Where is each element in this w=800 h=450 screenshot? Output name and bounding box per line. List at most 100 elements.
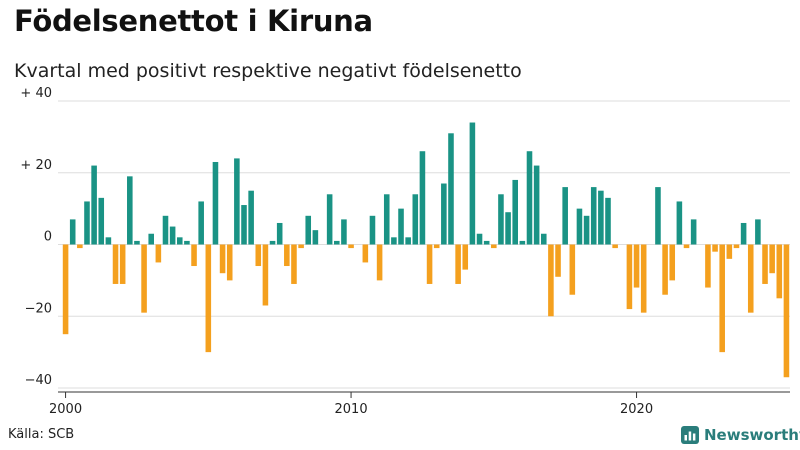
bar — [605, 197, 611, 245]
bar — [590, 187, 597, 245]
bar — [655, 187, 661, 245]
bars — [62, 122, 790, 378]
bar — [491, 244, 497, 249]
bar — [369, 215, 376, 245]
bar — [498, 194, 504, 245]
bar — [334, 240, 340, 245]
bar — [219, 244, 226, 274]
bar — [291, 244, 297, 284]
bar — [412, 194, 419, 245]
bar — [548, 244, 554, 317]
bar — [262, 244, 269, 306]
bar — [669, 244, 676, 281]
bar — [405, 237, 411, 245]
x-tick-label: 2000 — [49, 402, 82, 417]
y-tick-label: −40 — [25, 373, 52, 388]
bar — [483, 240, 490, 245]
bar — [762, 244, 768, 284]
bar — [583, 215, 590, 245]
bar — [476, 233, 483, 245]
bar — [148, 233, 154, 245]
y-tick-label: 0 — [44, 230, 52, 245]
bar — [519, 240, 526, 245]
bar — [305, 215, 312, 245]
bar — [776, 244, 783, 299]
bar — [134, 240, 140, 245]
bar — [733, 244, 740, 249]
bar — [198, 201, 204, 245]
bar — [77, 244, 83, 249]
bar — [155, 244, 162, 263]
bar — [719, 244, 725, 353]
bar — [234, 158, 240, 245]
bar — [433, 244, 440, 249]
bar — [426, 244, 433, 284]
bar — [755, 219, 761, 245]
bar — [276, 222, 283, 245]
bar — [740, 222, 747, 245]
bar — [540, 233, 547, 245]
chart-title: Födelsenettot i Kiruna — [14, 4, 373, 38]
bar — [469, 122, 476, 245]
bar — [662, 244, 668, 295]
bar — [91, 165, 97, 245]
bar — [455, 244, 461, 284]
x-tick-label: 2020 — [620, 402, 653, 417]
bar — [141, 244, 147, 313]
bar — [391, 237, 397, 245]
brand-logo[interactable]: Newsworthy — [681, 426, 800, 444]
bar — [341, 219, 347, 245]
bar — [598, 190, 604, 245]
bar — [62, 244, 69, 335]
bar — [241, 205, 247, 245]
y-tick-label: + 40 — [20, 86, 52, 101]
bar — [376, 244, 383, 281]
bar — [562, 187, 568, 245]
bar — [348, 244, 354, 249]
y-tick-label: −20 — [25, 301, 52, 316]
bar — [576, 208, 583, 245]
bar — [462, 244, 469, 270]
bar — [69, 219, 76, 245]
bar — [705, 244, 711, 288]
bar — [533, 165, 540, 245]
bar — [398, 208, 404, 245]
bar — [676, 201, 683, 245]
bar — [783, 244, 790, 378]
y-tick-label: + 20 — [20, 158, 52, 173]
bar — [212, 161, 219, 245]
bar — [169, 226, 176, 245]
bar — [162, 215, 169, 245]
bar — [569, 244, 576, 295]
axes: + 40 + 20 0 −20 −40 2000 2010 2020 — [20, 86, 790, 417]
bar — [383, 194, 390, 245]
bar — [284, 244, 290, 267]
bar — [690, 219, 697, 245]
bar — [119, 244, 126, 284]
bar — [84, 201, 90, 245]
bar — [419, 151, 426, 245]
bar — [362, 244, 369, 263]
bar — [448, 133, 454, 245]
bar — [112, 244, 119, 284]
bar — [555, 244, 561, 277]
brand-name: Newsworthy — [704, 426, 800, 444]
bar — [176, 237, 183, 245]
bar — [184, 240, 190, 245]
bar — [312, 230, 319, 245]
chart-subtitle: Kvartal med positivt respektive negativt… — [14, 60, 522, 82]
bar — [633, 244, 640, 288]
bar — [191, 244, 197, 267]
source-note: Källa: SCB — [8, 427, 75, 442]
bar — [712, 244, 718, 252]
bar — [683, 244, 690, 249]
bar — [441, 183, 447, 245]
bar — [505, 212, 511, 245]
bar — [269, 240, 276, 245]
bar — [747, 244, 754, 313]
bar — [248, 190, 254, 245]
bar — [640, 244, 647, 313]
bar — [626, 244, 633, 310]
bar — [726, 244, 733, 259]
